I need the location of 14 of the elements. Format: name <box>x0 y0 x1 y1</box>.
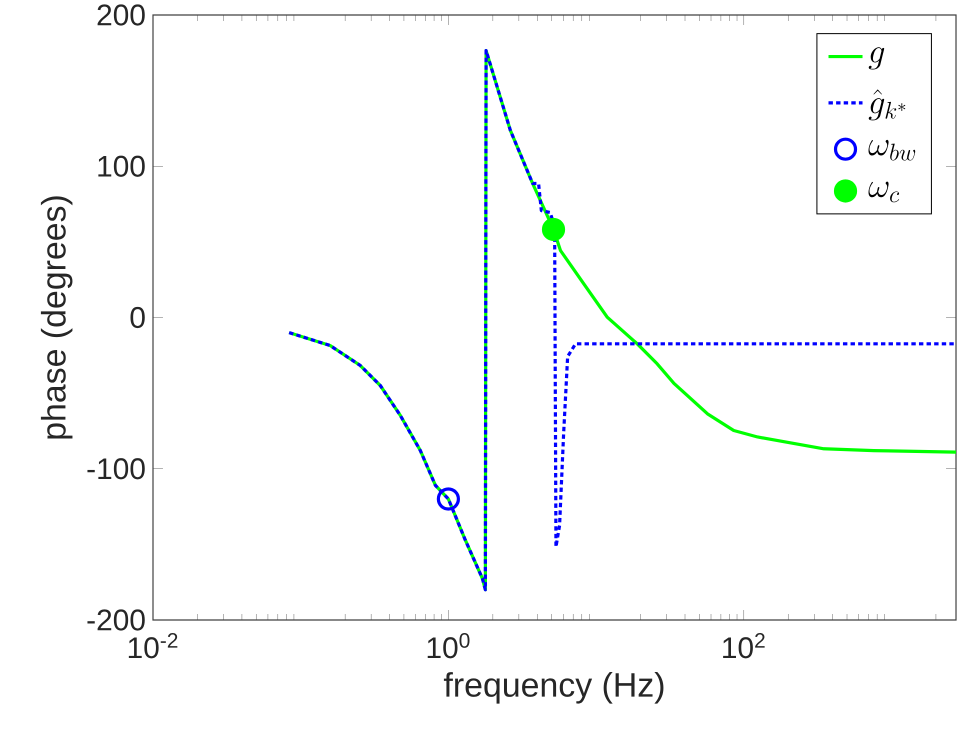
y-tick-label: 200 <box>98 4 145 26</box>
y-tick-label: -200 <box>87 609 145 631</box>
y-tick-label: -100 <box>87 458 145 480</box>
legend-label: $g$ <box>868 47 884 70</box>
x-axis-title: frequency (Hz) <box>444 672 664 704</box>
legend-label: $\omega_c$ <box>868 182 900 202</box>
y-tick-label: 100 <box>98 156 145 177</box>
legend-label: $\hat{g}_{k^*}$ <box>868 89 906 120</box>
y-tick-label: 0 <box>130 306 145 328</box>
x-tick-label: 10$^{-2}$ <box>128 633 178 658</box>
y-axis-title: phase (degrees) <box>40 196 72 439</box>
x-tick-label: 10$^{2}$ <box>723 633 765 658</box>
x-tick-label: 10$^{0}$ <box>428 633 470 658</box>
legend-label: $\omega_{bw}$ <box>868 140 916 161</box>
